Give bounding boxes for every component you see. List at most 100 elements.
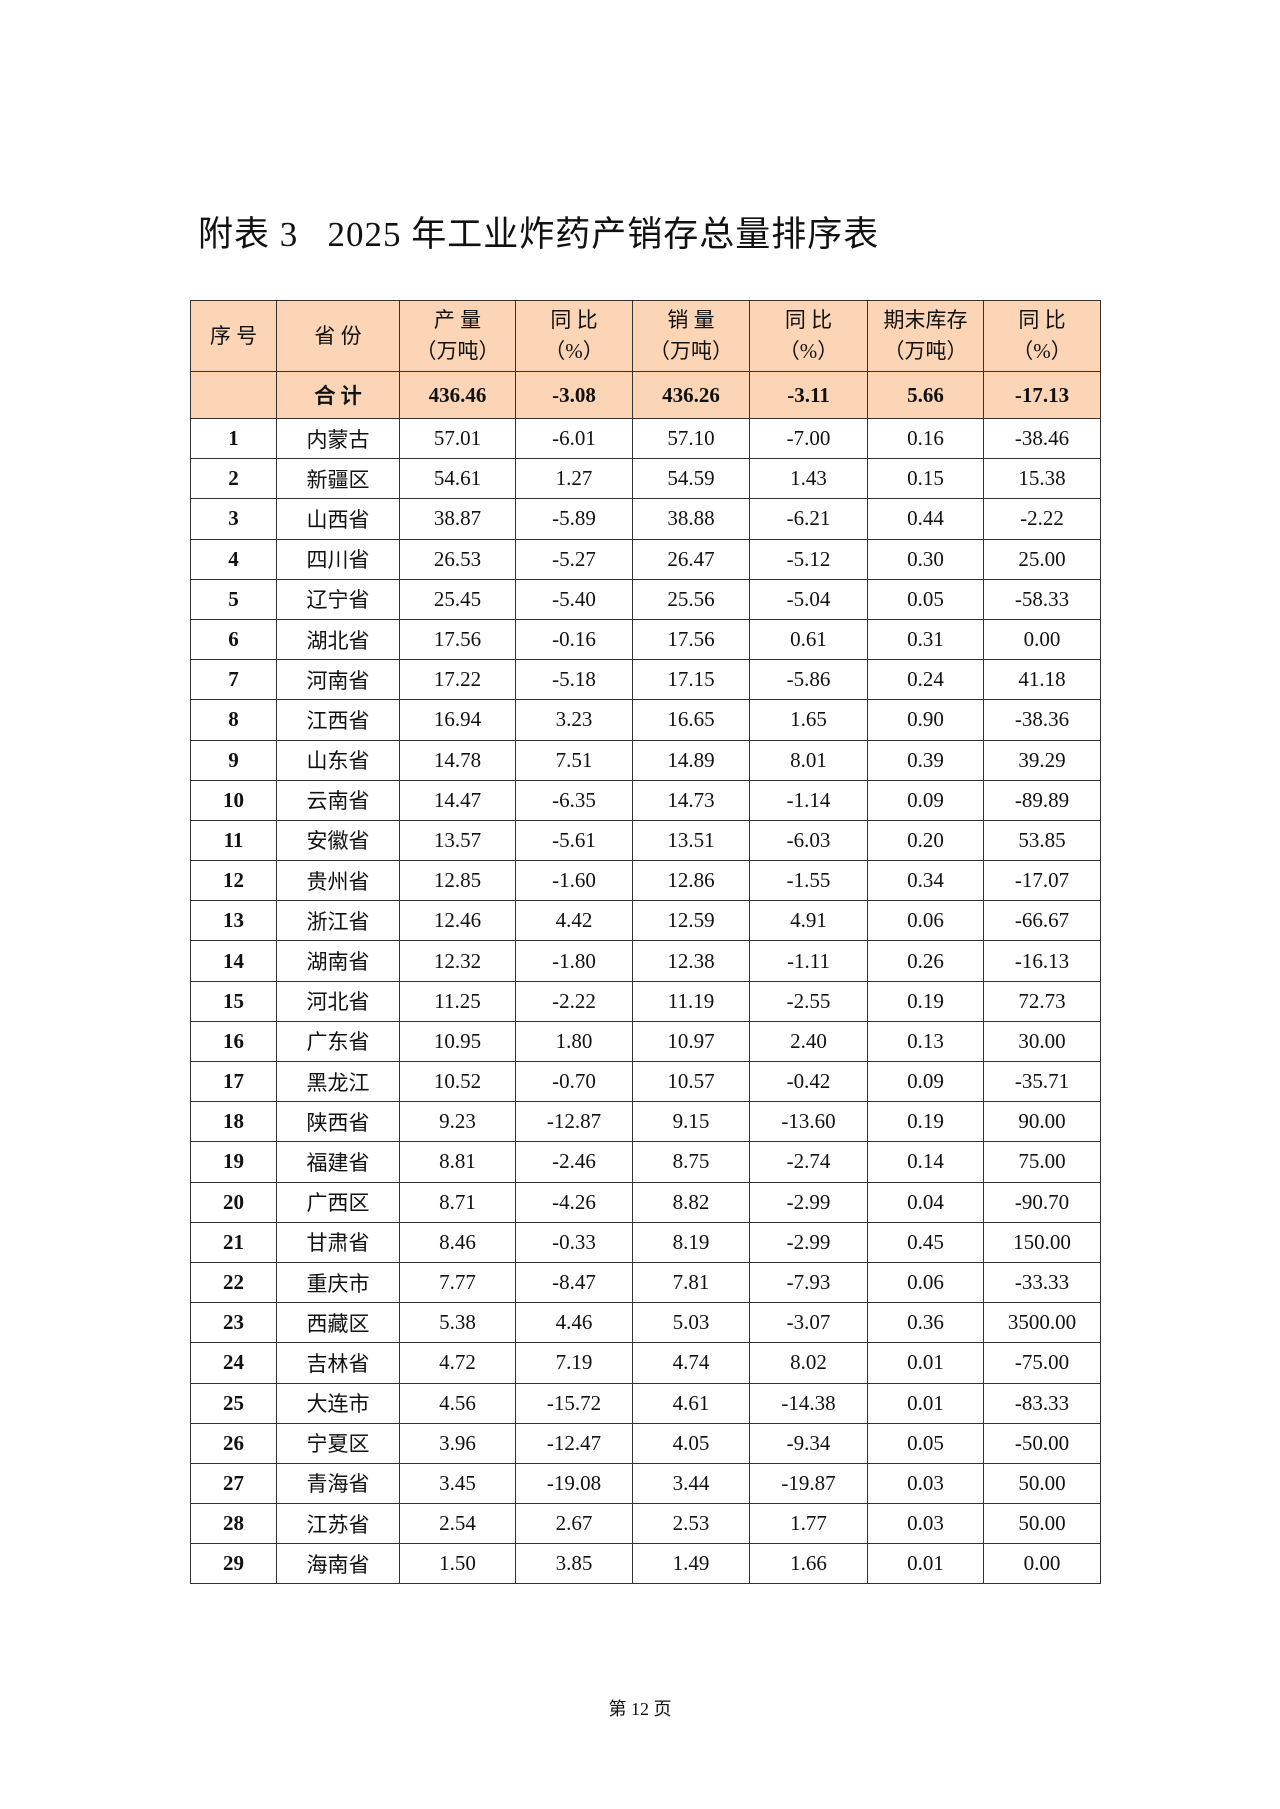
table-row: 23 西藏区 5.38 4.46 5.03 -3.07 0.36 3500.00 [190, 1302, 1101, 1344]
province-cell: 湖北省 [276, 618, 400, 661]
value-cell: 14.73 [632, 779, 750, 821]
value-cell: 25.45 [399, 578, 516, 620]
rank-cell: 7 [190, 659, 277, 701]
value-cell: 1.43 [749, 458, 868, 500]
table-row: 3 山西省 38.87 -5.89 38.88 -6.21 0.44 -2.22 [190, 498, 1101, 540]
column-header: 期末库存 （万吨） [867, 300, 984, 372]
province-cell: 广东省 [276, 1020, 400, 1063]
value-cell: 0.34 [867, 860, 984, 902]
table-row: 16 广东省 10.95 1.80 10.97 2.40 0.13 30.00 [190, 1020, 1101, 1063]
value-cell: 25.56 [632, 578, 750, 620]
value-cell: -7.00 [749, 417, 868, 460]
rank-cell: 10 [190, 779, 277, 821]
value-cell: 4.46 [515, 1302, 633, 1344]
value-cell: 5.38 [399, 1302, 516, 1344]
value-cell: 2.40 [749, 1020, 868, 1063]
value-cell: -5.27 [515, 538, 633, 580]
rank-cell: 11 [190, 819, 277, 862]
value-cell: 1.49 [632, 1543, 750, 1585]
value-cell: 3.23 [515, 699, 633, 741]
value-cell: -83.33 [983, 1382, 1101, 1424]
value-cell: -15.72 [515, 1382, 633, 1424]
value-cell: 8.81 [399, 1141, 516, 1183]
value-cell: 7.81 [632, 1261, 750, 1304]
value-cell: 14.89 [632, 739, 750, 781]
value-cell: 30.00 [983, 1020, 1101, 1063]
table-row: 22 重庆市 7.77 -8.47 7.81 -7.93 0.06 -33.33 [190, 1261, 1101, 1304]
province-cell: 浙江省 [276, 900, 400, 942]
value-cell: -4.26 [515, 1181, 633, 1223]
rank-cell: 27 [190, 1462, 277, 1505]
total-value-cell: -17.13 [983, 371, 1101, 419]
value-cell: -2.46 [515, 1141, 633, 1183]
value-cell: -19.87 [749, 1462, 868, 1505]
value-cell: 0.36 [867, 1302, 984, 1344]
value-cell: 7.51 [515, 739, 633, 781]
table-row: 7 河南省 17.22 -5.18 17.15 -5.86 0.24 41.18 [190, 659, 1101, 701]
column-header-label: 同 比 [550, 308, 598, 332]
value-cell: -2.55 [749, 980, 868, 1022]
value-cell: 0.00 [983, 618, 1101, 661]
value-cell: 57.10 [632, 417, 750, 460]
value-cell: 2.54 [399, 1503, 516, 1545]
table-row: 26 宁夏区 3.96 -12.47 4.05 -9.34 0.05 -50.00 [190, 1422, 1101, 1464]
value-cell: 41.18 [983, 659, 1101, 701]
table-row: 2 新疆区 54.61 1.27 54.59 1.43 0.15 15.38 [190, 458, 1101, 500]
table-row: 9 山东省 14.78 7.51 14.89 8.01 0.39 39.29 [190, 739, 1101, 781]
column-header: 序 号 [190, 300, 277, 372]
table-row: 5 辽宁省 25.45 -5.40 25.56 -5.04 0.05 -58.33 [190, 578, 1101, 620]
value-cell: -19.08 [515, 1462, 633, 1505]
value-cell: 0.15 [867, 458, 984, 500]
value-cell: 1.77 [749, 1503, 868, 1545]
value-cell: -6.35 [515, 779, 633, 821]
table-row: 28 江苏省 2.54 2.67 2.53 1.77 0.03 50.00 [190, 1503, 1101, 1545]
value-cell: 150.00 [983, 1221, 1101, 1263]
value-cell: 38.88 [632, 498, 750, 540]
table-row: 15 河北省 11.25 -2.22 11.19 -2.55 0.19 72.73 [190, 980, 1101, 1022]
value-cell: -35.71 [983, 1060, 1101, 1103]
value-cell: 1.65 [749, 699, 868, 741]
column-header-label: 序 号 [209, 323, 258, 348]
table-row: 4 四川省 26.53 -5.27 26.47 -5.12 0.30 25.00 [190, 538, 1101, 580]
table-row: 19 福建省 8.81 -2.46 8.75 -2.74 0.14 75.00 [190, 1141, 1101, 1183]
column-header-label: 同 比 [1018, 308, 1066, 332]
table-row: 21 甘肃省 8.46 -0.33 8.19 -2.99 0.45 150.00 [190, 1221, 1101, 1263]
rank-cell: 29 [190, 1543, 277, 1585]
province-cell: 河南省 [276, 659, 400, 701]
table-row: 1 内蒙古 57.01 -6.01 57.10 -7.00 0.16 -38.46 [190, 417, 1101, 460]
value-cell: 50.00 [983, 1503, 1101, 1545]
value-cell: 75.00 [983, 1141, 1101, 1183]
total-value-cell: -3.08 [515, 371, 633, 419]
value-cell: -2.99 [749, 1221, 868, 1263]
total-value-cell: 436.46 [399, 371, 516, 419]
value-cell: -50.00 [983, 1422, 1101, 1464]
rank-cell: 16 [190, 1020, 277, 1063]
value-cell: 1.80 [515, 1020, 633, 1063]
column-header-unit: （%） [778, 339, 839, 363]
province-cell: 福建省 [276, 1141, 400, 1183]
value-cell: 0.24 [867, 659, 984, 701]
column-header-unit: （%） [544, 339, 604, 363]
value-cell: 10.95 [399, 1020, 516, 1063]
rank-cell: 23 [190, 1302, 277, 1344]
value-cell: 0.16 [867, 417, 984, 460]
value-cell: 0.31 [867, 618, 984, 661]
rank-cell: 26 [190, 1422, 277, 1464]
value-cell: 3.96 [399, 1422, 516, 1464]
value-cell: 13.57 [399, 819, 516, 862]
value-cell: 7.77 [399, 1261, 516, 1304]
value-cell: 2.67 [515, 1503, 633, 1545]
value-cell: 4.61 [632, 1382, 750, 1424]
province-cell: 安徽省 [276, 819, 400, 862]
value-cell: -17.07 [983, 860, 1101, 902]
value-cell: 0.05 [867, 578, 984, 620]
province-cell: 辽宁省 [276, 578, 400, 620]
value-cell: 12.46 [399, 900, 516, 942]
value-cell: 0.01 [867, 1342, 984, 1384]
value-cell: 4.91 [749, 900, 868, 942]
rank-cell: 19 [190, 1141, 277, 1183]
rank-cell: 8 [190, 699, 277, 741]
total-row: 合 计 436.46 -3.08 436.26 -3.11 5.66 -17.13 [190, 371, 1101, 419]
province-cell: 广西区 [276, 1181, 400, 1223]
value-cell: 0.90 [867, 699, 984, 741]
